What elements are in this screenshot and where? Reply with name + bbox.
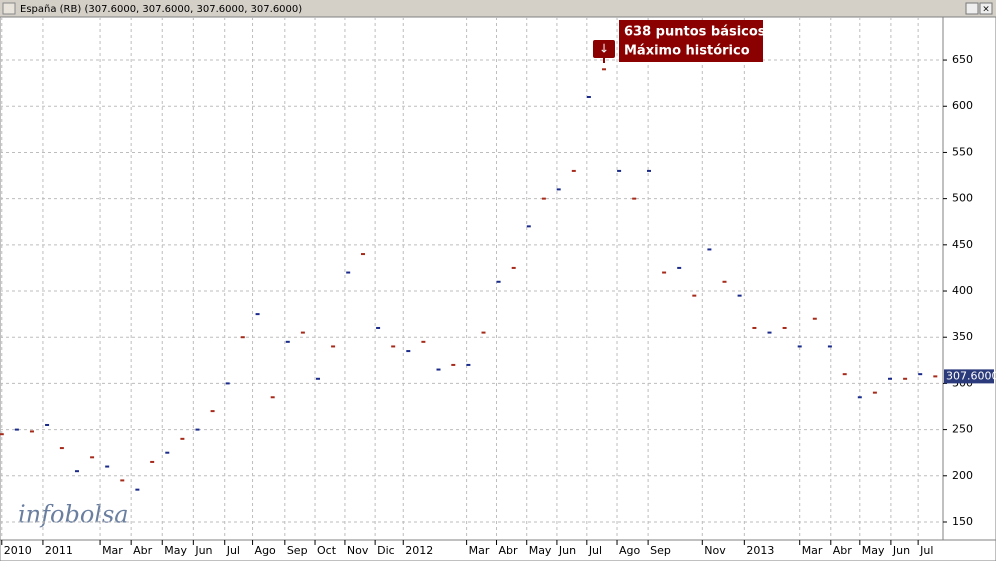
annotation-text: Máximo histórico <box>624 44 750 59</box>
x-tick-label: Oct <box>317 544 337 557</box>
x-tick-label: Jul <box>588 544 602 557</box>
last-price-tag <box>944 369 994 384</box>
x-tick-label: Nov <box>347 544 369 557</box>
y-tick-label: 200 <box>952 469 973 482</box>
x-tick-label: 2011 <box>45 544 73 557</box>
x-axis-panel <box>0 539 996 561</box>
x-tick-label: May <box>862 544 885 557</box>
window-title: España (RB) (307.6000, 307.6000, 307.600… <box>20 4 302 15</box>
window-icon <box>2 2 16 15</box>
logo: infobolsa <box>18 501 129 529</box>
y-tick-label: 500 <box>952 192 973 205</box>
x-tick-label: Jul <box>226 544 240 557</box>
annotation-box <box>619 20 763 62</box>
x-tick-label: Jun <box>892 544 910 557</box>
close-icon: × <box>982 5 990 15</box>
x-tick-label: May <box>529 544 552 557</box>
close-button[interactable] <box>979 2 993 15</box>
y-tick-label: 150 <box>952 515 973 528</box>
x-tick-label: 2012 <box>405 544 433 557</box>
x-tick-label: 2010 <box>4 544 32 557</box>
x-tick-label: Mar <box>802 544 823 557</box>
x-tick-label: Abr <box>133 544 153 557</box>
y-axis-panel <box>942 16 996 541</box>
title-bar <box>0 0 996 17</box>
x-tick-label: Abr <box>499 544 519 557</box>
y-tick-label: 400 <box>952 284 973 297</box>
restore-button[interactable] <box>965 2 979 15</box>
x-tick-label: Dic <box>377 544 395 557</box>
x-tick-label: Sep <box>650 544 671 557</box>
x-tick-label: 2013 <box>746 544 774 557</box>
x-tick-label: Jul <box>919 544 933 557</box>
annotation-marker <box>592 40 615 58</box>
x-tick-label: Ago <box>255 544 277 557</box>
y-tick-label: 250 <box>952 423 973 436</box>
y-tick-label: 650 <box>952 53 973 66</box>
annotation-text: 638 puntos básicos <box>624 25 766 40</box>
plot-area <box>0 16 944 541</box>
x-tick-label: Jun <box>194 544 212 557</box>
x-tick-label: Abr <box>833 544 853 557</box>
last-price-label: 307.6000 <box>946 369 996 382</box>
x-tick-label: Jun <box>558 544 576 557</box>
y-tick-label: 550 <box>952 145 973 158</box>
x-tick-label: Mar <box>469 544 490 557</box>
x-tick-label: Nov <box>704 544 726 557</box>
y-tick-label: 350 <box>952 330 973 343</box>
x-tick-label: Ago <box>619 544 641 557</box>
y-tick-label: 450 <box>952 238 973 251</box>
y-tick-label: 600 <box>952 99 973 112</box>
x-tick-label: Mar <box>102 544 123 557</box>
x-tick-label: May <box>164 544 187 557</box>
x-tick-label: Sep <box>287 544 308 557</box>
annotation-arrow: ↓ <box>599 42 609 56</box>
